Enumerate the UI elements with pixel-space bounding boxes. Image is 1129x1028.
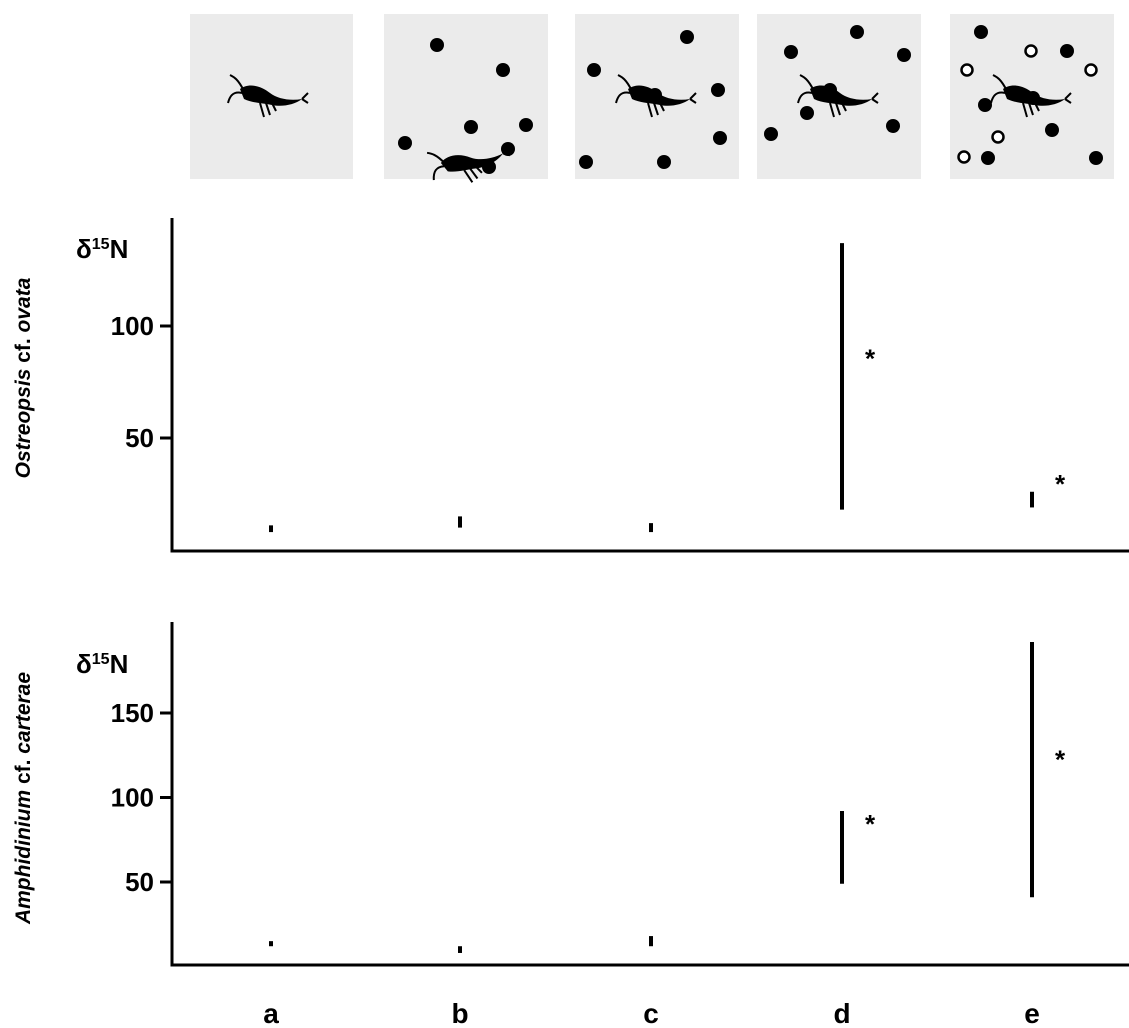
filled-cell-icon	[764, 127, 778, 141]
open-cell-icon	[960, 63, 974, 77]
filled-cell-icon	[398, 136, 412, 150]
y-tick-label: 100	[111, 783, 154, 813]
filled-cell-icon	[464, 120, 478, 134]
open-cell-icon	[1084, 63, 1098, 77]
x-category-labels: a b c d e	[263, 998, 1040, 1028]
filled-cell-icon	[519, 118, 533, 132]
x-tick-label-a: a	[263, 998, 279, 1028]
filled-cell-icon	[800, 106, 814, 120]
range-charts: δ15N Ostreopsis cf. ovata 50 100 * * δ15N Amphi…	[12, 218, 1129, 1028]
chart-panel-2: δ15N Amphidinium cf. carterae 50 100 150 * *	[12, 622, 1129, 967]
open-cell-icon	[991, 130, 1005, 144]
significance-marker: *	[1055, 469, 1066, 499]
setup-panel-c	[575, 14, 739, 179]
x-tick-label-b: b	[451, 998, 468, 1028]
setup-panel-e	[950, 14, 1114, 179]
significance-marker: *	[865, 343, 876, 373]
filled-cell-icon	[1060, 44, 1074, 58]
copepod-icon	[426, 145, 511, 183]
filled-cell-icon	[1045, 123, 1059, 137]
open-cell-icon	[1024, 44, 1038, 58]
filled-cell-icon	[1089, 151, 1103, 165]
filled-cell-icon	[680, 30, 694, 44]
filled-cell-icon	[430, 38, 444, 52]
significance-marker: *	[1055, 745, 1066, 775]
open-cell-icon	[957, 150, 971, 164]
y-axis-species-label: Ostreopsis cf. ovata	[12, 277, 35, 478]
filled-cell-icon	[711, 83, 725, 97]
copepod-icon	[615, 74, 697, 118]
copepod-icon	[797, 74, 879, 118]
experimental-setup-icons	[190, 14, 1114, 183]
x-tick-label-e: e	[1024, 998, 1040, 1028]
x-tick-label-c: c	[643, 998, 659, 1028]
y-tick-label: 50	[125, 423, 154, 453]
y-tick-label: 50	[125, 867, 154, 897]
filled-cell-icon	[587, 63, 601, 77]
filled-cell-icon	[784, 45, 798, 59]
copepod-icon	[227, 74, 309, 118]
y-tick-label: 150	[111, 698, 154, 728]
filled-cell-icon	[657, 155, 671, 169]
setup-panel-background	[384, 14, 548, 179]
filled-cell-icon	[978, 98, 992, 112]
y-axis-species-label: Amphidinium cf. carterae	[12, 672, 35, 925]
copepod-icon	[990, 74, 1072, 118]
filled-cell-icon	[850, 25, 864, 39]
filled-cell-icon	[897, 48, 911, 62]
setup-panel-b	[384, 14, 548, 183]
filled-cell-icon	[886, 119, 900, 133]
filled-cell-icon	[981, 151, 995, 165]
y-unit-label: δ15N	[76, 649, 128, 679]
setup-panel-d	[757, 14, 921, 179]
filled-cell-icon	[579, 155, 593, 169]
filled-cell-icon	[713, 131, 727, 145]
y-unit-label: δ15N	[76, 234, 128, 264]
significance-marker: *	[865, 809, 876, 839]
x-tick-label-d: d	[833, 998, 850, 1028]
filled-cell-icon	[974, 25, 988, 39]
y-tick-label: 100	[111, 311, 154, 341]
setup-panel-a	[190, 14, 353, 179]
chart-panel-1: δ15N Ostreopsis cf. ovata 50 100 * *	[12, 218, 1129, 553]
filled-cell-icon	[496, 63, 510, 77]
